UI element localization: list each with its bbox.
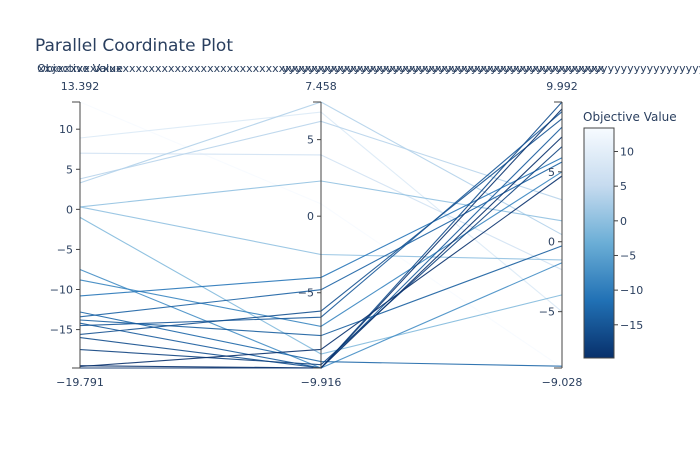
axis-title-1: xxxxxxxxxxxxxxxxxxxxxxxxxxxxxxxxxxxxxxxx… xyxy=(38,62,605,75)
colorbar: Objective Value 10 5 0 −5 −10 −15 xyxy=(583,110,677,359)
axis-tick-label-2-2: −5 xyxy=(539,306,555,319)
axis-title-0: Objective Value xyxy=(37,62,123,75)
axis-tick-label-0-0: 10 xyxy=(59,123,73,136)
chart-title: Parallel Coordinate Plot xyxy=(35,36,233,56)
colorbar-tick-label-2: 0 xyxy=(620,215,627,228)
axis-range-bottom-1: −9.916 xyxy=(301,376,342,389)
axis-tick-label-0-3: −5 xyxy=(57,243,73,256)
axis-range-bottom-2: −9.028 xyxy=(542,376,583,389)
axis-range-bottom-0: −19.791 xyxy=(56,376,104,389)
axis-tick-label-2-0: 5 xyxy=(548,166,555,179)
colorbar-tick-label-3: −5 xyxy=(620,249,636,262)
axis-range-top-2: 9.992 xyxy=(546,80,578,93)
axes: 10 5 0 −5 −10 −15 13.392 −19.791 Objective Value… xyxy=(37,62,700,389)
colorbar-tick-label-4: −10 xyxy=(620,284,643,297)
axis-tick-label-2-1: 0 xyxy=(548,236,555,249)
axis-tick-label-0-1: 5 xyxy=(66,163,73,176)
axis-tick-label-0-2: 0 xyxy=(66,203,73,216)
axis-tick-label-0-5: −15 xyxy=(50,324,73,337)
axis-range-top-1: 7.458 xyxy=(305,80,337,93)
axis-tick-label-1-2: −5 xyxy=(298,287,314,300)
colorbar-title: Objective Value xyxy=(583,110,677,124)
axis-tick-label-1-0: 5 xyxy=(307,134,314,147)
axis-tick-label-1-1: 0 xyxy=(307,210,314,223)
axis-tick-label-0-4: −10 xyxy=(50,284,73,297)
colorbar-tick-label-0: 10 xyxy=(620,146,634,159)
axis-range-top-0: 13.392 xyxy=(61,80,100,93)
colorbar-tick-label-5: −15 xyxy=(620,319,643,332)
colorbar-tick-label-1: 5 xyxy=(620,180,627,193)
colorbar-gradient xyxy=(583,127,615,359)
axis-title-2: yyyyyyyyyyyyyyyyyyyyyyyyyyyyyyyyyyyyyyyy… xyxy=(282,62,700,75)
